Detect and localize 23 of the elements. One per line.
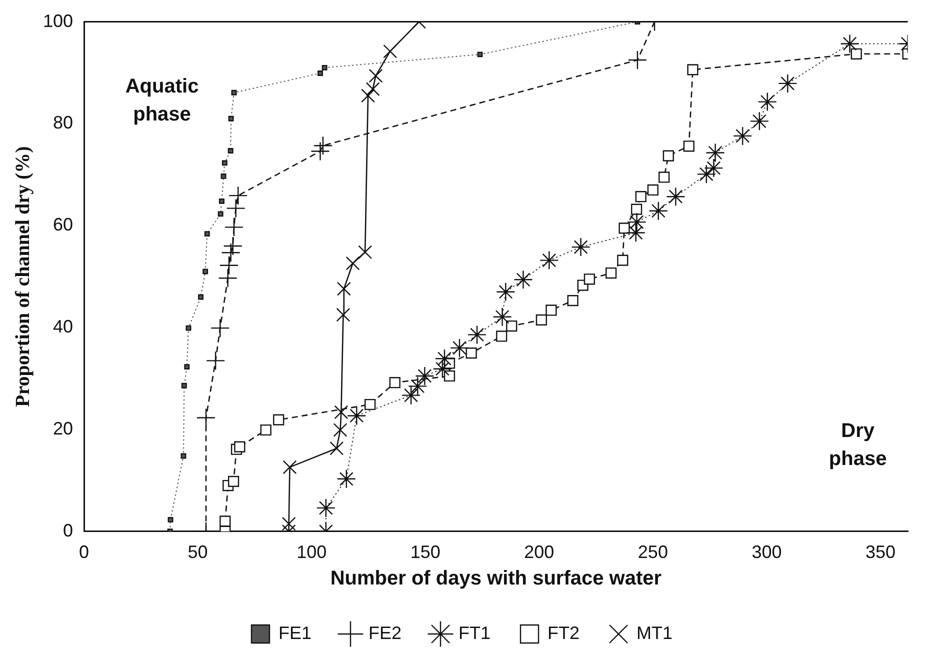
x-tick-label: 100 (296, 542, 327, 562)
x-tick-label: 200 (524, 542, 554, 562)
x-tick-label: 300 (752, 542, 782, 562)
x-tick-label: 0 (79, 542, 90, 562)
annotation: Dry phase (828, 420, 887, 470)
y-tick-label: 60 (53, 214, 74, 235)
y-tick-label: 40 (53, 316, 74, 337)
y-tick-label: 0 (63, 520, 74, 540)
x-tick-label: 50 (188, 542, 208, 562)
y-tick-label: 20 (53, 418, 74, 438)
legend-label: MT1 (636, 622, 673, 643)
legend-label: FT1 (458, 622, 491, 643)
x-axis-title: Number of days with surface water (330, 568, 662, 590)
x-tick-label: 250 (638, 542, 668, 562)
legend-label: FE1 (278, 622, 312, 643)
annotation: Aquatic phase (125, 75, 199, 126)
y-tick-label: 100 (42, 10, 74, 31)
x-tick-label: 350 (865, 542, 896, 562)
x-tick-label: 150 (410, 542, 440, 562)
legend-label: FT2 (548, 622, 580, 643)
legend-label: FE2 (368, 622, 402, 643)
y-axis-title: Proportion of channel dry (%) (12, 146, 34, 407)
y-tick-label: 80 (53, 112, 74, 133)
